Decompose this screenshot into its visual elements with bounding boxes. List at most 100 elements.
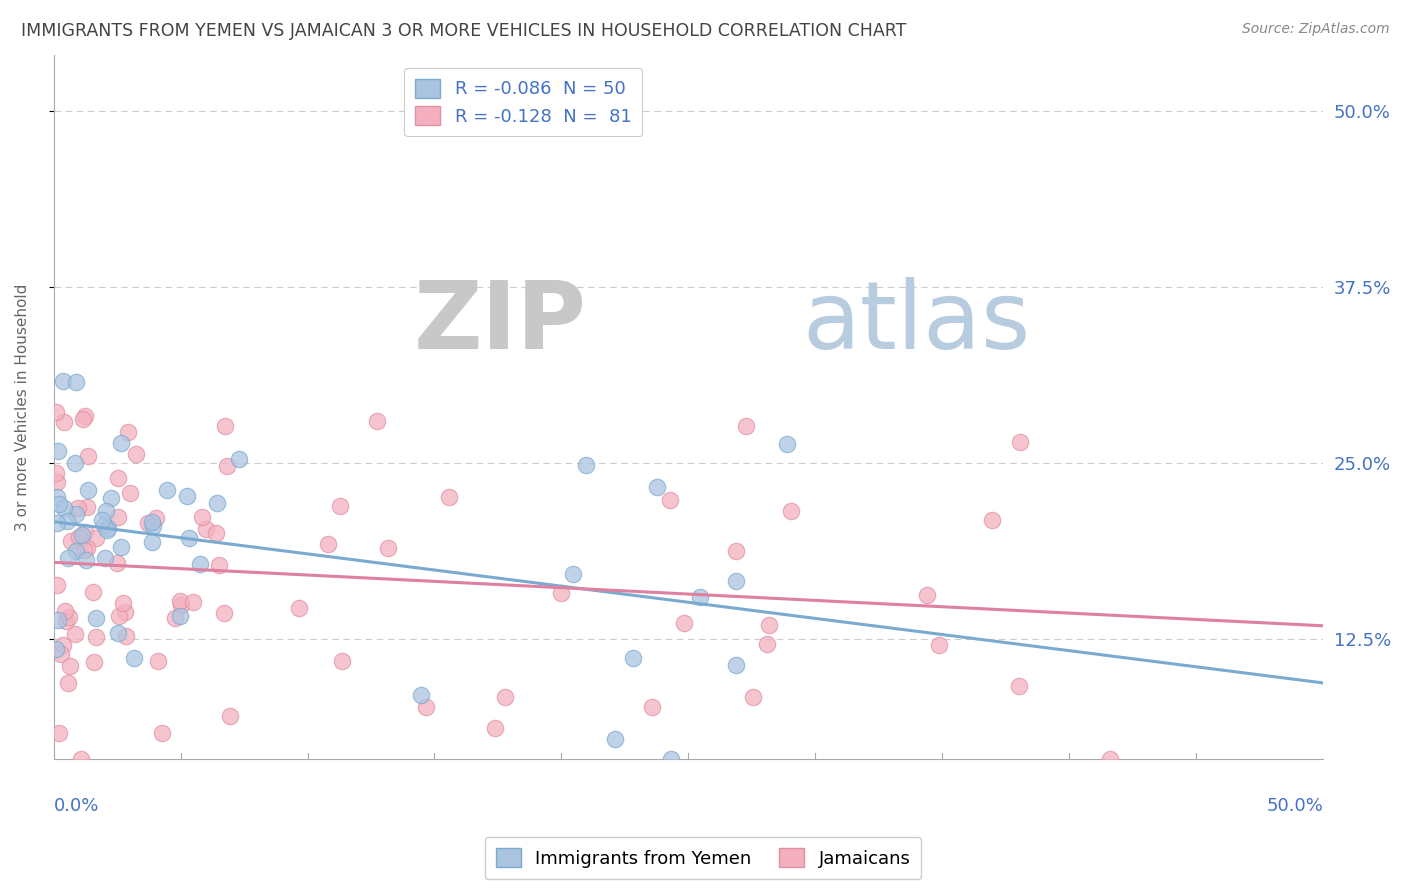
- Point: [48, 725, 70, 739]
- Point: [980, 513, 1002, 527]
- Text: Source: ZipAtlas.com: Source: ZipAtlas.com: [1241, 22, 1389, 37]
- Point: [94, 504, 117, 518]
- Point: [659, 493, 682, 508]
- Point: [1008, 679, 1031, 693]
- Point: [645, 480, 668, 494]
- Point: [208, 558, 231, 572]
- Point: [110, 540, 132, 554]
- Point: [329, 500, 352, 514]
- Point: [330, 654, 353, 668]
- Point: [63, 627, 86, 641]
- Point: [55, 614, 77, 628]
- Point: [84, 611, 107, 625]
- Point: [67, 530, 90, 544]
- Point: [93, 518, 115, 533]
- Point: [49, 648, 72, 662]
- Point: [59, 659, 82, 673]
- Point: [780, 504, 803, 518]
- Point: [73, 543, 96, 558]
- Point: [97, 521, 120, 535]
- Point: [77, 483, 100, 497]
- Point: [170, 599, 193, 613]
- Point: [1098, 752, 1121, 766]
- Point: [915, 588, 938, 602]
- Point: [141, 534, 163, 549]
- Point: [169, 609, 191, 624]
- Point: [146, 654, 169, 668]
- Point: [409, 688, 432, 702]
- Point: [150, 725, 173, 739]
- Point: [83, 655, 105, 669]
- Point: [63, 456, 86, 470]
- Point: [100, 491, 122, 505]
- Point: [219, 709, 242, 723]
- Point: [689, 590, 711, 604]
- Point: [114, 605, 136, 619]
- Point: [181, 595, 204, 609]
- Point: [776, 436, 799, 450]
- Point: [46, 490, 69, 504]
- Point: [58, 610, 80, 624]
- Point: [742, 690, 765, 704]
- Point: [621, 650, 644, 665]
- Point: [56, 675, 79, 690]
- Point: [142, 518, 165, 533]
- Point: [77, 449, 100, 463]
- Point: [115, 629, 138, 643]
- Point: [107, 626, 129, 640]
- Point: [93, 551, 115, 566]
- Point: [176, 490, 198, 504]
- Point: [107, 471, 129, 485]
- Point: [377, 541, 399, 555]
- Point: [641, 699, 664, 714]
- Point: [117, 425, 139, 439]
- Point: [59, 534, 82, 549]
- Point: [53, 605, 76, 619]
- Point: [141, 515, 163, 529]
- Point: [53, 415, 76, 429]
- Point: [735, 419, 758, 434]
- Point: [1008, 435, 1031, 450]
- Point: [562, 566, 585, 581]
- Point: [194, 522, 217, 536]
- Point: [169, 594, 191, 608]
- Legend: R = -0.086  N = 50, R = -0.128  N =  81: R = -0.086 N = 50, R = -0.128 N = 81: [405, 68, 643, 136]
- Point: [724, 657, 747, 672]
- Text: 0.0%: 0.0%: [53, 797, 98, 815]
- Point: [46, 516, 69, 530]
- Point: [76, 500, 98, 514]
- Point: [155, 483, 177, 498]
- Point: [215, 458, 238, 473]
- Point: [46, 475, 69, 489]
- Point: [177, 531, 200, 545]
- Point: [550, 586, 572, 600]
- Point: [52, 638, 75, 652]
- Point: [105, 556, 128, 570]
- Point: [758, 618, 780, 632]
- Point: [65, 375, 87, 389]
- Point: [494, 690, 516, 704]
- Point: [125, 447, 148, 461]
- Point: [111, 596, 134, 610]
- Point: [928, 638, 950, 652]
- Point: [56, 551, 79, 566]
- Text: atlas: atlas: [803, 277, 1031, 368]
- Point: [605, 732, 627, 747]
- Point: [724, 574, 747, 588]
- Point: [415, 699, 437, 714]
- Point: [48, 497, 70, 511]
- Point: [672, 616, 695, 631]
- Point: [46, 613, 69, 627]
- Point: [366, 414, 388, 428]
- Text: 50.0%: 50.0%: [1267, 797, 1323, 815]
- Point: [45, 466, 67, 480]
- Point: [46, 444, 69, 458]
- Point: [756, 637, 779, 651]
- Point: [65, 544, 87, 558]
- Point: [65, 508, 87, 522]
- Point: [207, 496, 229, 510]
- Point: [72, 412, 94, 426]
- Point: [45, 642, 67, 657]
- Point: [75, 553, 97, 567]
- Point: [214, 419, 236, 434]
